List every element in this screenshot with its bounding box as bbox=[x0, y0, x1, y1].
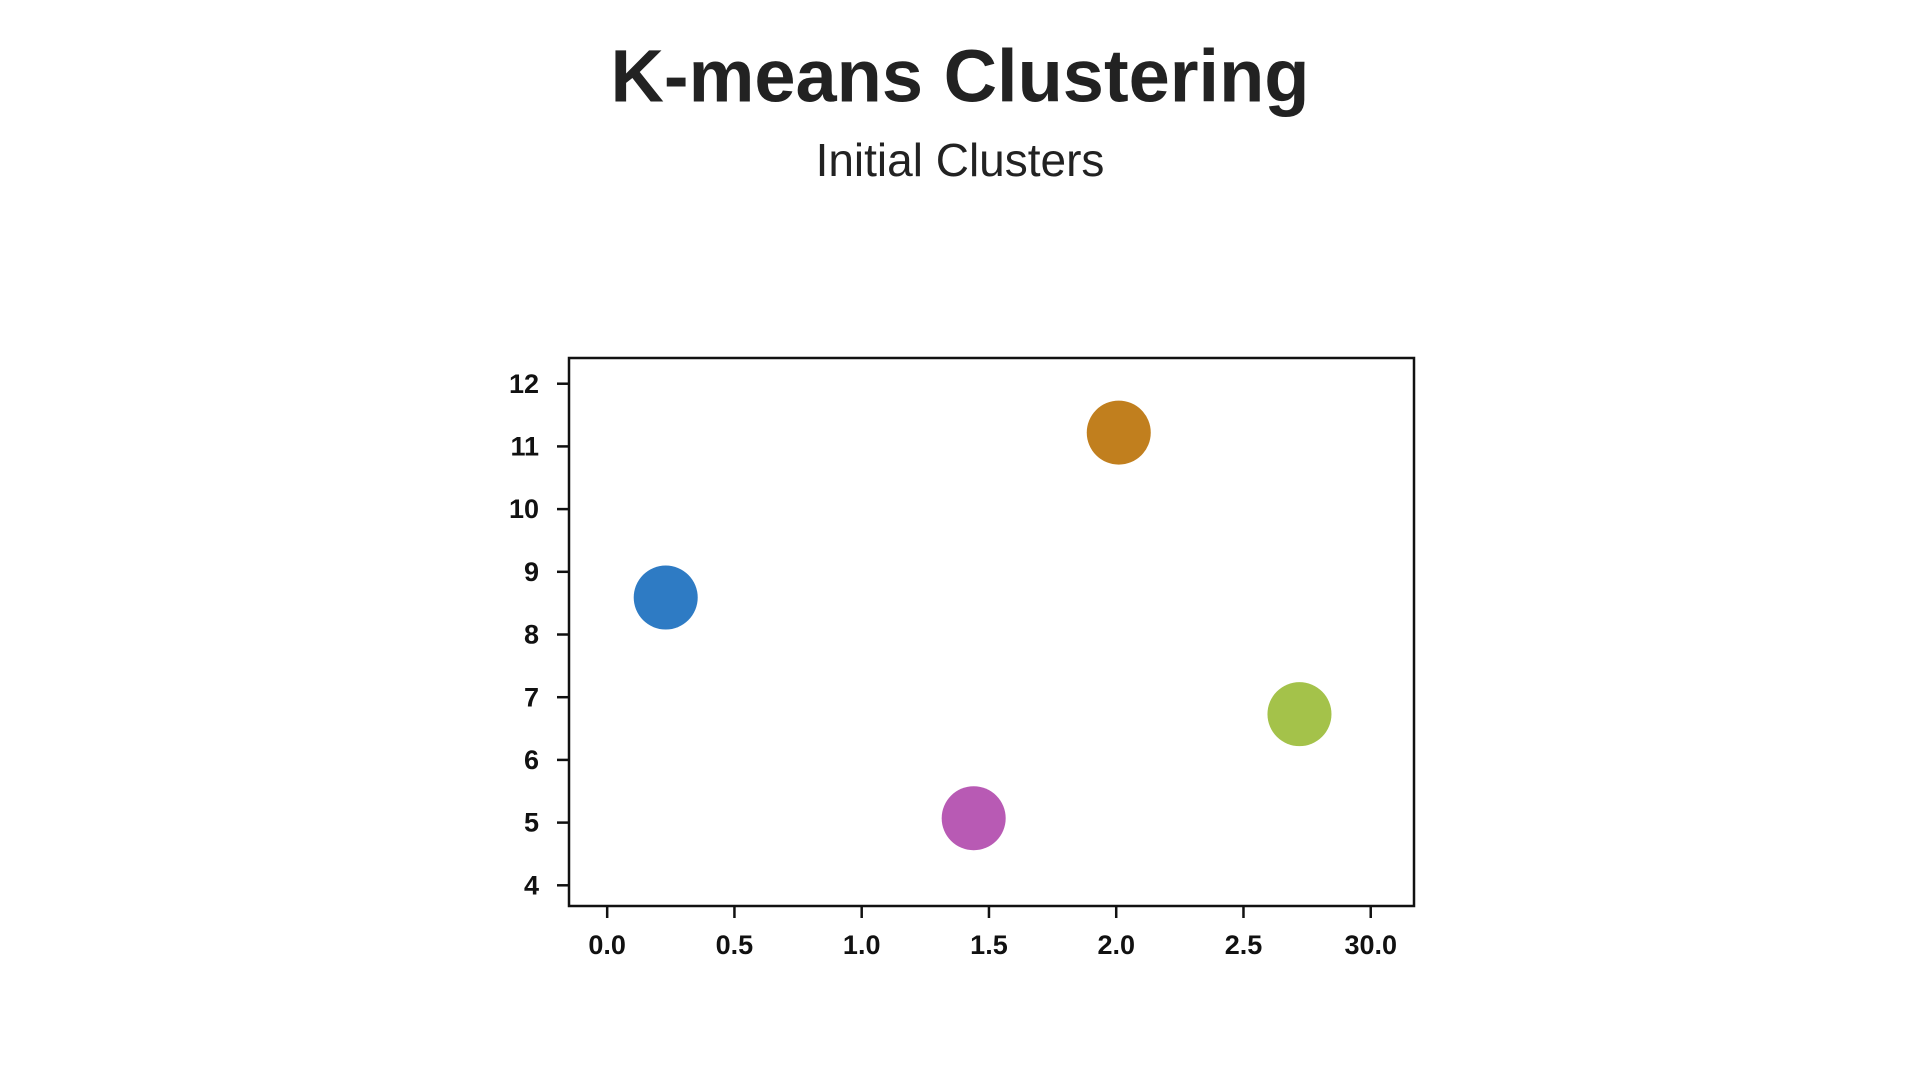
cluster-point bbox=[633, 565, 698, 630]
cluster-point bbox=[941, 786, 1006, 851]
x-tick-label: 1.0 bbox=[843, 930, 881, 960]
x-tick-label: 2.5 bbox=[1225, 930, 1263, 960]
chart-subtitle: Initial Clusters bbox=[816, 134, 1105, 186]
plot-frame bbox=[567, 356, 1416, 908]
x-tick-label: 2.0 bbox=[1097, 930, 1135, 960]
y-tick-label: 6 bbox=[524, 745, 539, 775]
cluster-point bbox=[1267, 682, 1332, 747]
y-tick-label: 9 bbox=[524, 557, 539, 587]
x-tick-label: 0.0 bbox=[588, 930, 626, 960]
x-tick-label: 30.0 bbox=[1344, 930, 1397, 960]
y-tick-label: 10 bbox=[509, 494, 539, 524]
x-tick-label: 0.5 bbox=[716, 930, 754, 960]
x-tick-label: 1.5 bbox=[970, 930, 1008, 960]
chart-title: K-means Clustering bbox=[610, 35, 1309, 118]
y-tick-label: 7 bbox=[524, 682, 539, 712]
y-tick-label: 4 bbox=[524, 870, 539, 900]
y-tick-label: 11 bbox=[510, 432, 539, 462]
cluster-point bbox=[1086, 400, 1151, 465]
y-tick-label: 5 bbox=[524, 808, 539, 838]
y-tick-label: 12 bbox=[509, 369, 539, 399]
y-tick-label: 8 bbox=[524, 620, 539, 650]
